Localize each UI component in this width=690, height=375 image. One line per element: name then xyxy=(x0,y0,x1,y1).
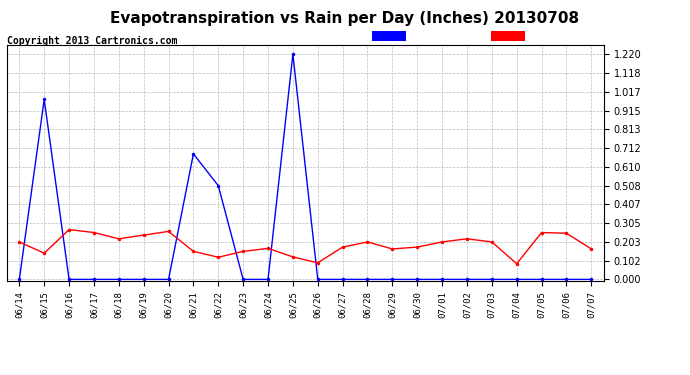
Text: Copyright 2013 Cartronics.com: Copyright 2013 Cartronics.com xyxy=(7,36,177,46)
Text: Evapotranspiration vs Rain per Day (Inches) 20130708: Evapotranspiration vs Rain per Day (Inch… xyxy=(110,11,580,26)
Legend: Rain  (Inches), ET  (Inches): Rain (Inches), ET (Inches) xyxy=(372,31,599,41)
